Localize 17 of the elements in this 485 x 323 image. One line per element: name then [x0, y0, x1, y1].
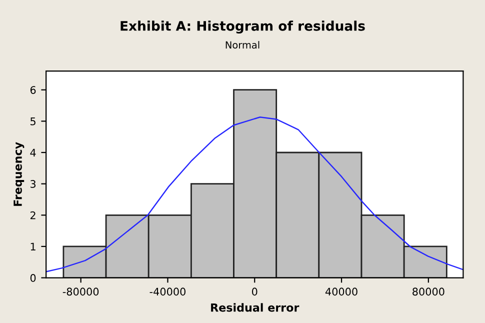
y-tick-label: 5: [30, 118, 36, 126]
y-axis-title: Frequency: [14, 142, 24, 206]
y-tick-label: 0: [30, 274, 36, 282]
x-tick-label: -80000: [62, 288, 99, 296]
x-tick-label: -40000: [150, 288, 186, 296]
y-tick-label: 1: [30, 242, 36, 250]
y-tick-label: 4: [30, 148, 36, 156]
x-tick-label: 40000: [325, 288, 358, 296]
x-tick-label: 80000: [412, 288, 444, 296]
chart-subtitle: Normal: [226, 41, 260, 49]
x-tick-label: 0: [252, 288, 258, 296]
y-tick-label: 2: [30, 211, 36, 220]
x-axis-title: Residual error: [211, 303, 300, 312]
line-series: [46, 116, 464, 272]
chart-title: Exhibit A: Histogram of residuals: [120, 20, 365, 34]
y-tick-label: 3: [30, 180, 36, 188]
y-tick-label: 6: [30, 86, 36, 94]
